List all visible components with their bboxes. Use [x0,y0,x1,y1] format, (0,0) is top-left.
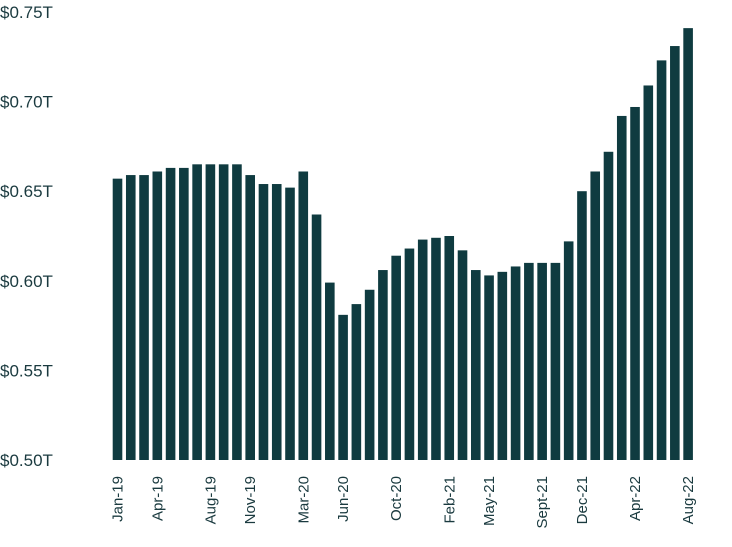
bar-feb-20 [285,187,295,460]
x-tick-label: Mar-20 [295,476,312,524]
bar-oct-20 [391,255,401,460]
bar-mar-21 [457,250,468,460]
bar-mar-22 [616,115,627,460]
bar-dec-20 [417,239,428,460]
bar-oct-19 [232,164,242,460]
bar-may-20 [325,282,335,460]
bar-jan-20 [271,184,282,460]
x-tick-label: Jan-19 [110,476,127,522]
bar-feb-22 [603,151,614,460]
bar-nov-19 [245,175,255,460]
bar-jan-19 [112,178,123,460]
bar-dec-21 [577,191,587,460]
bar-jan-21 [431,237,441,460]
x-tick-label: Nov-19 [242,476,259,524]
bar-mar-19 [139,175,149,460]
bar-sept-21 [537,262,547,460]
bar-jun-20 [338,314,348,460]
bar-jul-22 [670,46,680,461]
x-tick-label: Feb-21 [441,476,458,524]
bar-jun-19 [179,167,189,460]
bar-sep-19 [218,164,229,460]
x-tick-label: Aug-22 [680,476,697,524]
bar-may-22 [643,85,654,460]
x-tick-label: Oct-20 [388,476,405,521]
bar-may-19 [165,167,176,460]
x-tick-label: Dec-21 [574,476,591,524]
bar-feb-19 [125,175,136,460]
bar-apr-21 [470,270,481,460]
bar-apr-19 [152,171,163,461]
x-tick-label: Jun-20 [335,476,352,522]
y-tick-label: $0.70T [0,93,53,112]
bar-nov-21 [563,241,574,460]
bar-oct-21 [550,262,561,460]
y-tick-label: $0.75T [0,3,53,22]
x-tick-label: Aug-19 [202,476,219,524]
bar-jan-22 [590,171,601,461]
bar-sep-20 [378,270,388,460]
bar-jul-21 [510,266,521,460]
x-tick-label: May-21 [481,476,498,526]
y-axis: $0.50T $0.55T $0.60T $0.65T $0.70T $0.75T [0,3,53,470]
bar-apr-20 [311,214,322,460]
bar-dec-19 [258,184,269,460]
bar-nov-20 [404,248,415,460]
bar-jun-21 [497,271,508,460]
x-tick-label: Apr-19 [149,476,166,521]
y-tick-label: $0.55T [0,361,53,380]
bar-aug-20 [364,289,375,460]
x-axis: Jan-19 Apr-19 Aug-19 Nov-19 Mar-20 Jun-20 Oct-… [110,476,698,529]
y-tick-label: $0.65T [0,182,53,201]
bar-mar-20 [298,171,309,461]
y-tick-label: $0.50T [0,451,53,470]
bar-jun-22 [656,60,667,460]
bar-feb-21 [444,236,455,460]
bar-may-21 [484,275,494,460]
x-tick-label: Apr-22 [627,476,644,521]
bar-apr-22 [630,106,640,460]
bar-jul-20 [351,304,362,460]
y-tick-label: $0.60T [0,272,53,291]
x-tick-label: Sept-21 [534,476,551,529]
bars-group [112,28,693,461]
bar-aug-19 [205,164,216,460]
bar-aug-21 [524,262,534,460]
bar-aug-22 [683,28,693,460]
bar-jul-19 [192,164,202,460]
